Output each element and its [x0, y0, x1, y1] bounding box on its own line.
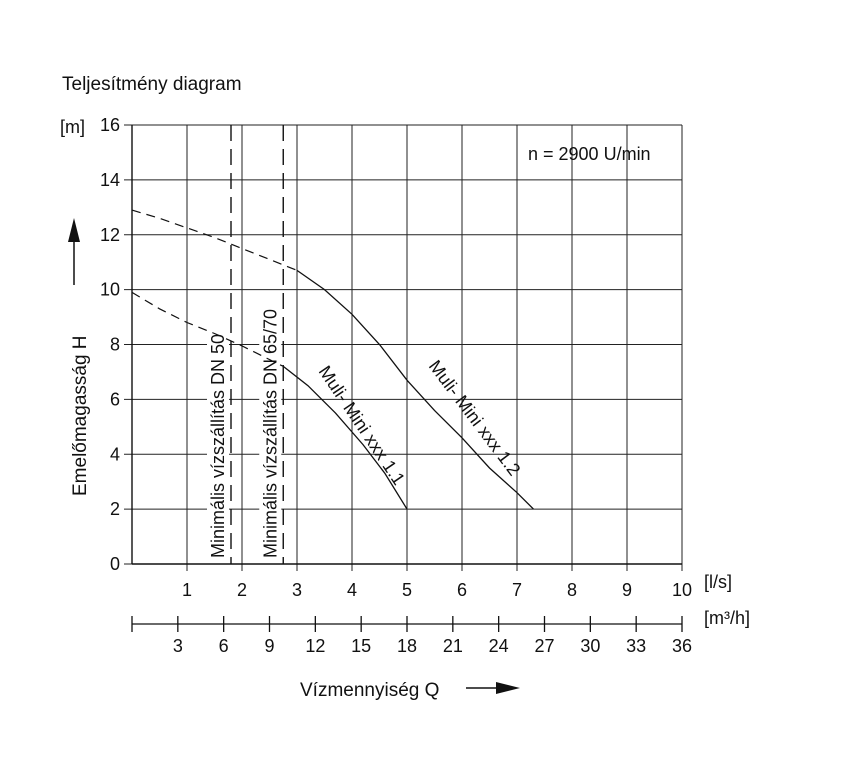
- y-tick-label: 12: [100, 225, 120, 245]
- min-flow-label-bg: [259, 300, 282, 562]
- x-tick-label: 3: [292, 580, 302, 600]
- min-flow-label-bg: [207, 300, 229, 562]
- curve-dashed: [131, 291, 284, 367]
- x2-tick-label: 12: [305, 636, 325, 656]
- min-flow-label: Minimális vízszállítás DN 65/70: [260, 309, 280, 558]
- x2-tick-label: 21: [443, 636, 463, 656]
- x-tick-label: 1: [182, 580, 192, 600]
- y-tick-label: 14: [100, 170, 120, 190]
- x2-tick-label: 15: [351, 636, 371, 656]
- x-tick-label: 5: [402, 580, 412, 600]
- x-axis-label: Vízmennyiség Q: [300, 680, 439, 701]
- y-tick-label: 16: [100, 115, 120, 135]
- x-tick-label: 6: [457, 580, 467, 600]
- x-tick-label: 7: [512, 580, 522, 600]
- min-flow-lines: Minimális vízszállítás DN 50 Minimális ví…: [207, 125, 284, 564]
- x2-tick-label: 33: [626, 636, 646, 656]
- x-tick-label: 10: [672, 580, 692, 600]
- curve-dashed: [131, 209, 298, 271]
- x2-unit-label: [m³/h]: [704, 608, 750, 628]
- pump-curves: [131, 209, 534, 510]
- min-flow-label: Minimális vízszállítás DN 50: [208, 334, 228, 558]
- y-axis-arrow-icon: [68, 218, 80, 285]
- y-tick-label: 10: [100, 280, 120, 300]
- y-tick-label: 2: [110, 499, 120, 519]
- x2-tick-label: 6: [219, 636, 229, 656]
- y-axis-label: Emelőmagasság H: [70, 335, 91, 496]
- x2-tick-label: 30: [580, 636, 600, 656]
- y-tick-label: 6: [110, 389, 120, 409]
- annotation-rpm: n = 2900 U/min: [528, 144, 651, 164]
- x-tick-label: 9: [622, 580, 632, 600]
- x-unit-label: [l/s]: [704, 572, 732, 592]
- x-tick-label: 4: [347, 580, 357, 600]
- x2-tick-label: 24: [489, 636, 509, 656]
- chart-labels: Muli- Mini xxx 1.1 Muli- Mini xxx 1.2: [315, 356, 525, 488]
- curve-label: Muli- Mini xxx 1.2: [425, 356, 525, 479]
- x-tick-label: 8: [567, 580, 577, 600]
- x2-tick-label: 27: [534, 636, 554, 656]
- x2-tick-label: 9: [264, 636, 274, 656]
- x-tick-label: 2: [237, 580, 247, 600]
- y-tick-label: 8: [110, 335, 120, 355]
- y-tick-label: 4: [110, 444, 120, 464]
- curve-solid: [282, 365, 408, 510]
- x-axis-arrow-icon: [466, 682, 520, 694]
- chart-title: Teljesítmény diagram: [62, 74, 242, 95]
- curve-label: Muli- Mini xxx 1.1: [315, 362, 409, 488]
- x2-tick-label: 36: [672, 636, 692, 656]
- y-unit-label: [m]: [60, 117, 85, 137]
- x2-tick-label: 3: [173, 636, 183, 656]
- x2-tick-label: 18: [397, 636, 417, 656]
- y-tick-label: 0: [110, 554, 120, 574]
- curve-solid: [296, 269, 534, 510]
